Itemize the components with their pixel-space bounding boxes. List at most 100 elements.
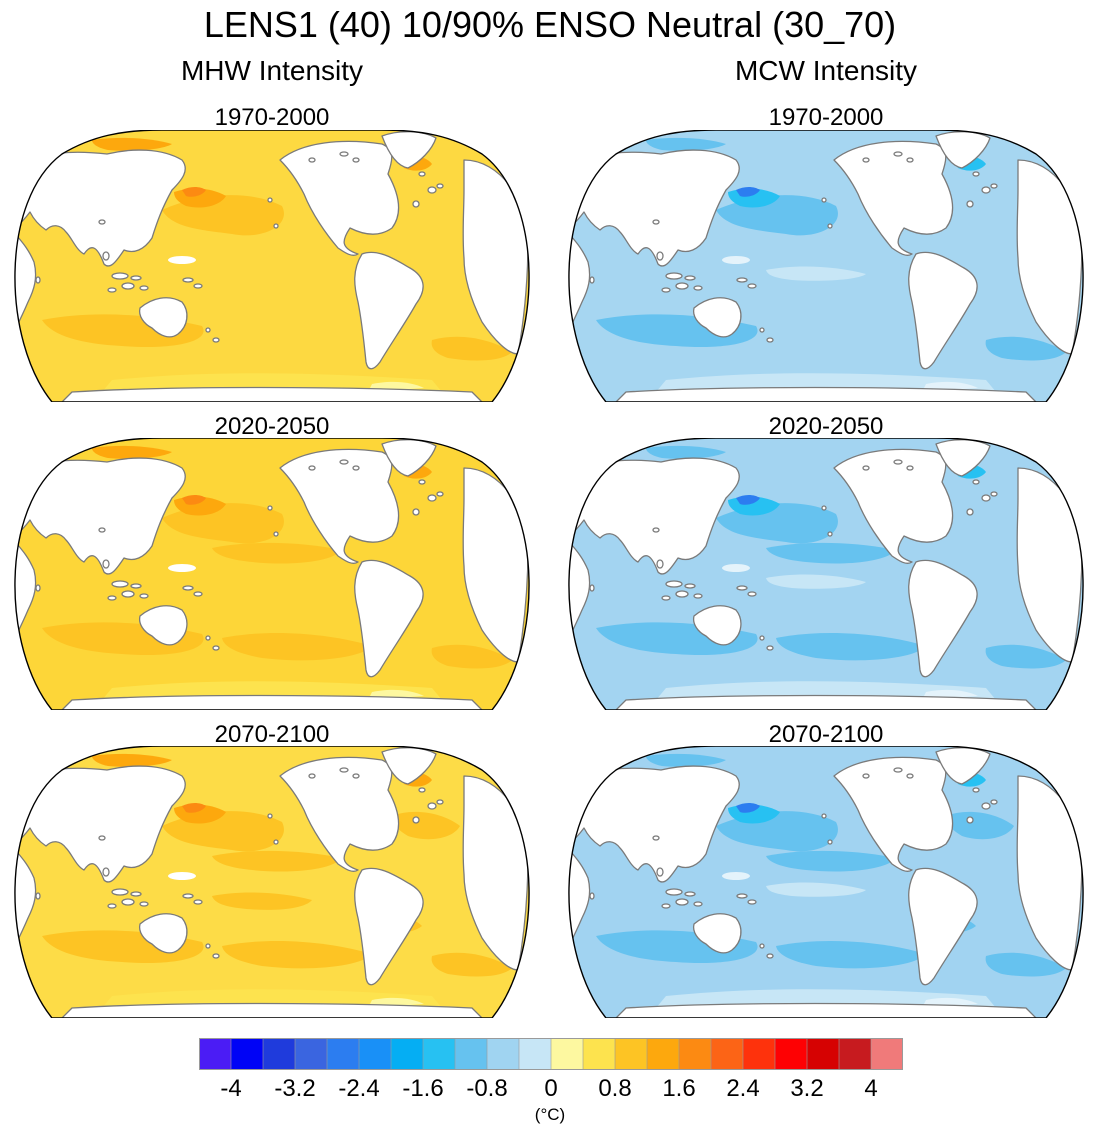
island [665,272,683,280]
anomaly-patch [736,187,760,197]
colorbar-swatch-2 [262,1038,296,1070]
island [759,635,765,641]
island [675,282,689,290]
colorbar-border [199,1038,903,1070]
land-australia [138,297,188,338]
anomaly-patch [182,803,206,813]
land-northAmerica [279,140,400,256]
anomaly-patch [776,632,926,661]
figure-title: LENS1 (40) 10/90% ENSO Neutral (30_70) [203,4,897,45]
land-northAmerica [279,448,400,564]
island [862,157,870,163]
map-mhw-2070-2100 [14,746,530,1018]
island [212,337,220,343]
anomaly-patch [102,373,442,392]
panel-title-mcw-1970-2000: 1970-2000 [768,104,884,131]
island [308,157,316,163]
island [766,337,774,343]
island [906,773,914,779]
island [821,813,827,819]
island [418,787,426,793]
island [981,186,991,194]
island [130,583,142,589]
colorbar-tick-label: -0.8 [466,1075,508,1102]
island [684,891,696,897]
anomaly-patch [776,940,926,969]
island [693,285,703,291]
land-antarctica [615,694,1037,710]
island [182,893,194,899]
anomaly-patch [392,811,460,840]
island [665,580,683,588]
anomaly-patch [985,336,1066,361]
island [981,802,991,810]
island [339,767,349,773]
colorbar-tick-label: -1.6 [402,1075,444,1102]
anomaly-patch [736,803,760,813]
island [906,157,914,163]
island [661,903,671,909]
panel-title-mcw-2020-2050: 2020-2050 [768,413,884,440]
island [418,479,426,485]
land-southAmerica [354,251,424,370]
island [107,287,117,293]
island [656,867,664,877]
island [862,773,870,779]
island [35,584,41,592]
land-eurasia [14,457,186,575]
colorbar-swatch-6 [390,1038,424,1070]
island [35,276,41,284]
island [205,327,211,333]
land-antarctica [61,694,483,710]
island [893,767,903,773]
land-eurasia [568,765,740,883]
map-outline [568,130,1084,402]
island [273,839,279,845]
island [193,283,203,289]
island [139,593,149,599]
island [98,219,106,225]
island [102,251,110,261]
land-northAmerica [279,756,400,872]
island [193,591,203,597]
island [130,275,142,281]
island [339,151,349,157]
island [436,491,444,497]
colorbar-swatch-8 [454,1038,488,1070]
anomaly-patch [656,681,996,700]
island [893,459,903,465]
anomaly-patch [766,574,866,589]
colorbar-tick-label: 1.6 [662,1075,696,1102]
mcw-column-heading: MCW Intensity [734,55,918,86]
island [139,285,149,291]
colorbar-swatch-12 [582,1038,616,1070]
land-southAmerica [908,867,978,986]
island [111,580,129,588]
colorbar [199,1038,903,1070]
island [339,459,349,465]
colorbar-swatch-21 [870,1038,903,1070]
anomaly-patch [985,644,1066,669]
land-eurasia [568,457,740,575]
anomaly-patch [766,266,866,281]
island [352,465,360,471]
colorbar-tick-label: 2.4 [726,1075,760,1102]
land-northAmerica [833,140,954,256]
land-southAmerica [908,559,978,678]
island [862,465,870,471]
island [111,888,129,896]
island [412,200,420,208]
island [966,816,974,824]
land-australia [138,605,188,646]
land-southAmerica [354,559,424,678]
island [589,276,595,284]
map-outline [14,746,530,1018]
island [661,595,671,601]
island [827,839,833,845]
island [121,898,135,906]
anomaly-patch [212,892,312,910]
map-outline [14,130,530,402]
anomaly-patch [92,445,172,459]
island [684,583,696,589]
island [656,559,664,569]
